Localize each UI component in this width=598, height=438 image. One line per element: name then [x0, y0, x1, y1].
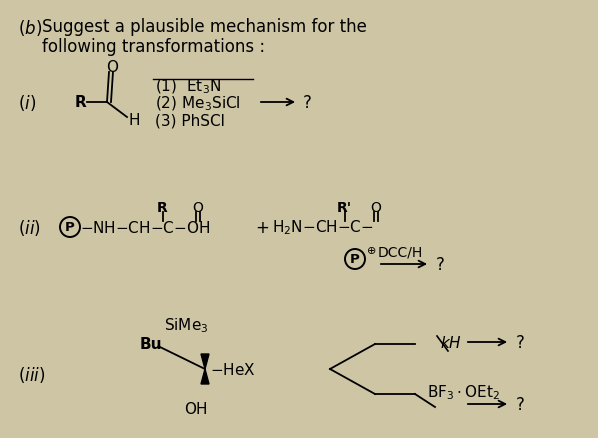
Text: $(iii)$: $(iii)$ — [18, 364, 45, 384]
Text: SiMe$_3$: SiMe$_3$ — [164, 316, 208, 335]
Text: $\oplus$: $\oplus$ — [366, 245, 376, 256]
Text: $(i)$: $(i)$ — [18, 93, 36, 113]
Text: ?: ? — [516, 395, 525, 413]
Text: P: P — [65, 221, 75, 234]
Text: DCC/H: DCC/H — [378, 245, 423, 259]
Text: $k$H: $k$H — [440, 334, 462, 350]
Text: $(b)$: $(b)$ — [18, 18, 42, 38]
Text: O: O — [192, 201, 203, 215]
Polygon shape — [201, 354, 209, 369]
Text: (1)  Et$_3$N: (1) Et$_3$N — [155, 78, 221, 96]
Text: P: P — [350, 253, 360, 266]
Text: R: R — [75, 95, 87, 110]
Text: Bu: Bu — [140, 337, 163, 352]
Polygon shape — [201, 369, 209, 384]
Text: $-$HeX: $-$HeX — [210, 361, 255, 377]
Text: ?: ? — [436, 255, 445, 273]
Text: ?: ? — [516, 333, 525, 351]
Text: R': R' — [337, 201, 352, 215]
Text: $+$: $+$ — [255, 219, 269, 237]
Text: following transformations :: following transformations : — [42, 38, 265, 56]
Text: ?: ? — [303, 94, 312, 112]
Text: $(ii)$: $(ii)$ — [18, 218, 41, 237]
Text: O: O — [370, 201, 381, 215]
Text: Suggest a plausible mechanism for the: Suggest a plausible mechanism for the — [42, 18, 367, 36]
Text: (2) Me$_3$SiCl: (2) Me$_3$SiCl — [155, 95, 241, 113]
Text: BF$_3\cdot$OEt$_2$: BF$_3\cdot$OEt$_2$ — [427, 383, 500, 402]
Text: $-$NH$-$CH$-$C$-$OH: $-$NH$-$CH$-$C$-$OH — [80, 219, 210, 236]
Text: H$_2$N$-$CH$-$C$-$: H$_2$N$-$CH$-$C$-$ — [272, 218, 374, 237]
Text: OH: OH — [184, 402, 208, 417]
Text: H: H — [129, 113, 141, 128]
Text: (3) PhSCl: (3) PhSCl — [155, 113, 225, 128]
Text: O: O — [106, 60, 118, 74]
Text: R: R — [157, 201, 168, 215]
